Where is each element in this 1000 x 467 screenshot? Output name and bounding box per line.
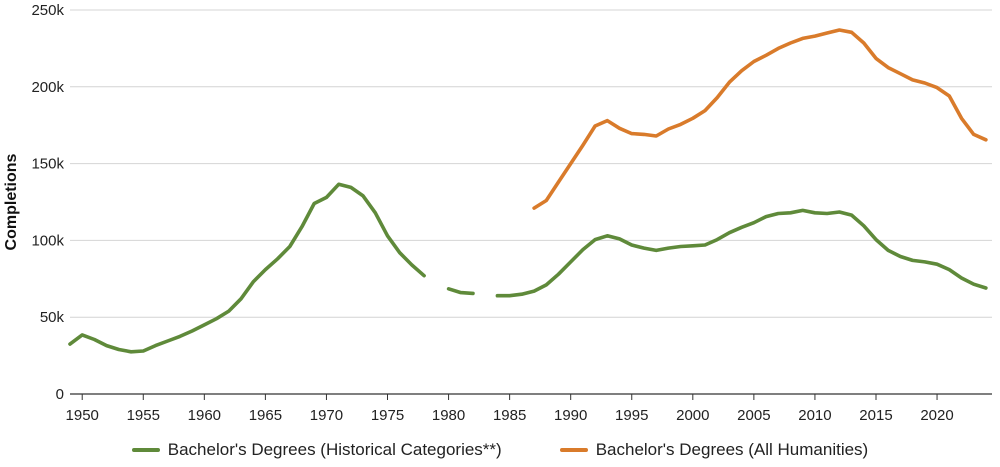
x-axis-ticks: 1950 1955 1960 1965 1970 1975 1980 1985 1990 1995… [66,394,954,424]
x-tick-label: 2000 [676,407,709,424]
series-line-0 [446,287,475,296]
legend-label-all-humanities: Bachelor's Degrees (All Humanities) [595,440,869,459]
x-tick-label: 1960 [188,407,221,424]
legend-label-historical: Bachelor's Degrees (Historical Categorie… [167,440,502,459]
x-tick-label: 2010 [798,407,831,424]
legend-item-all-humanities: Bachelor's Degrees (All Humanities) [559,440,869,460]
y-tick-label: 150k [31,156,64,173]
x-tick-label: 1965 [249,407,282,424]
x-tick-label: 1975 [371,407,404,424]
y-tick-label: 100k [31,232,64,249]
x-tick-label: 2005 [737,407,770,424]
legend-item-historical: Bachelor's Degrees (Historical Categorie… [131,440,502,460]
x-tick-label: 1980 [432,407,465,424]
gridlines [70,9,992,318]
series-lines [68,28,988,354]
y-tick-label: 200k [31,79,64,96]
y-axis-title: Completions [3,153,20,250]
x-tick-label: 1950 [66,407,99,424]
x-tick-label: 1985 [493,407,526,424]
y-tick-label: 50k [40,309,65,326]
x-tick-label: 2020 [920,407,953,424]
legend-swatch-all-humanities [559,448,588,452]
x-tick-label: 1990 [554,407,587,424]
legend: Bachelor's Degrees (Historical Categorie… [0,436,1000,464]
series-line-0 [495,208,988,298]
legend-swatch-historical [131,448,160,452]
y-tick-label: 0 [56,386,64,403]
x-tick-label: 1955 [127,407,160,424]
y-axis-ticks: 0 50k 100k 150k 200k 250k [31,2,64,403]
y-tick-label: 250k [31,2,64,19]
series-line-0 [68,182,426,354]
x-tick-label: 1970 [310,407,343,424]
x-tick-label: 1995 [615,407,648,424]
x-tick-label: 2015 [859,407,892,424]
series-line-1 [532,28,988,210]
